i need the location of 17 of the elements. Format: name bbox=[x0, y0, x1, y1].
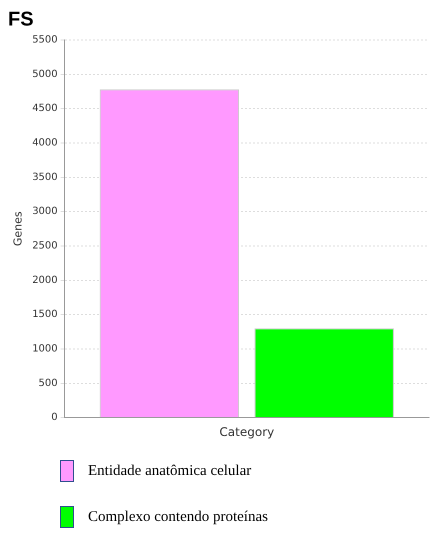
chart-title: FS bbox=[8, 8, 34, 31]
y-tick-label: 4500 bbox=[32, 103, 58, 114]
y-axis-title: Genes bbox=[11, 211, 24, 246]
y-tick-label: 2500 bbox=[32, 240, 58, 252]
y-tick-label: 1000 bbox=[32, 344, 58, 355]
y-tick-label: 0 bbox=[51, 412, 58, 424]
legend-label: Entidade anatômica celular bbox=[88, 462, 252, 480]
y-tick-label: 5000 bbox=[32, 68, 58, 80]
y-tick-label: 4000 bbox=[32, 138, 58, 149]
y-tick-label: 3000 bbox=[32, 206, 58, 218]
y-tick-label: 1500 bbox=[32, 309, 58, 320]
y-tick-label: 5500 bbox=[32, 34, 58, 46]
y-tick-label: 500 bbox=[38, 378, 58, 389]
x-tick-label: Category bbox=[219, 424, 274, 439]
y-tick-label: 3500 bbox=[32, 172, 58, 183]
legend-label: Complexo contendo proteínas bbox=[88, 508, 268, 526]
y-tick-label: 2000 bbox=[32, 274, 58, 286]
